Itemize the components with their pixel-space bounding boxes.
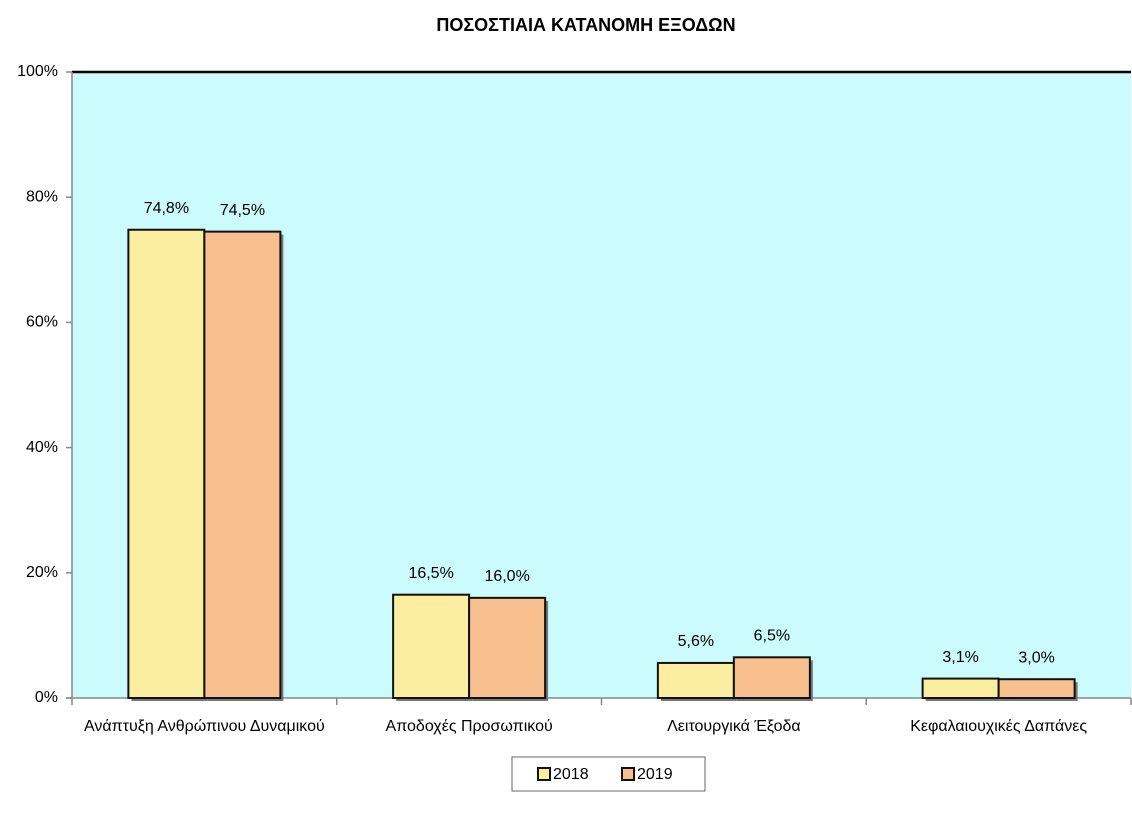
legend-swatch bbox=[537, 767, 551, 781]
bar bbox=[127, 228, 206, 699]
bar bbox=[656, 661, 735, 699]
bar bbox=[203, 230, 282, 699]
data-label: 16,0% bbox=[484, 568, 529, 585]
chart-title: ΠΟΣΟΣΤΙΑΙΑ ΚΑΤΑΝΟΜΗ ΕΞΟΔΩΝ bbox=[436, 15, 735, 35]
data-label: 16,5% bbox=[408, 565, 453, 582]
bar bbox=[997, 678, 1076, 699]
x-tick-label: Ανάπτυξη Ανθρώπινου Δυναμικού bbox=[84, 718, 325, 735]
y-tick-label: 60% bbox=[26, 314, 58, 331]
legend-label: 2019 bbox=[637, 766, 673, 783]
legend-swatch bbox=[621, 767, 635, 781]
bar bbox=[921, 677, 1000, 699]
data-label: 5,6% bbox=[678, 633, 714, 650]
data-label: 6,5% bbox=[754, 628, 790, 645]
data-label: 74,8% bbox=[144, 200, 189, 217]
y-tick-label: 20% bbox=[26, 564, 58, 581]
y-tick-label: 0% bbox=[35, 689, 58, 706]
data-label: 3,0% bbox=[1018, 649, 1054, 666]
bar bbox=[468, 596, 547, 700]
bar bbox=[732, 656, 811, 699]
x-tick-label: Λειτουργικά Έξοδα bbox=[667, 718, 801, 735]
data-label: 3,1% bbox=[942, 649, 978, 666]
x-tick-label: Κεφαλαιουχικές Δαπάνες bbox=[910, 718, 1088, 735]
y-tick-label: 40% bbox=[26, 439, 58, 456]
legend-label: 2018 bbox=[553, 766, 589, 783]
y-tick-label: 100% bbox=[17, 63, 58, 80]
x-tick-label: Αποδοχές Προσωπικού bbox=[385, 718, 553, 735]
y-tick-label: 80% bbox=[26, 188, 58, 205]
data-label: 74,5% bbox=[220, 202, 265, 219]
bar bbox=[392, 593, 471, 700]
